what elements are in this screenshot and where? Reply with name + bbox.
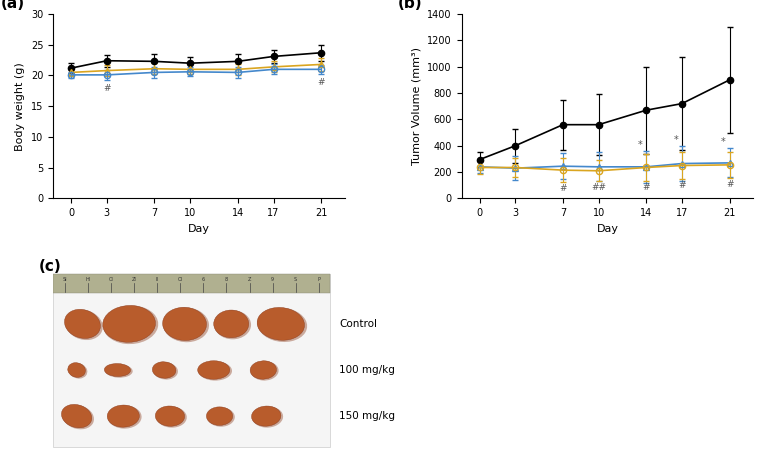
X-axis label: Day: Day [188, 224, 210, 234]
Text: (a): (a) [1, 0, 25, 11]
Text: #: # [726, 180, 734, 189]
Ellipse shape [163, 307, 206, 340]
Ellipse shape [152, 362, 176, 378]
Text: ##: ## [591, 184, 606, 192]
Text: Z: Z [248, 277, 251, 283]
Ellipse shape [215, 310, 251, 340]
Text: CI: CI [109, 277, 113, 283]
Text: *: * [673, 135, 678, 145]
Ellipse shape [199, 361, 232, 381]
Ellipse shape [108, 405, 142, 429]
Text: #: # [103, 84, 110, 93]
Ellipse shape [214, 310, 249, 338]
Text: 9: 9 [271, 277, 274, 283]
Y-axis label: Body weight (g): Body weight (g) [15, 62, 25, 151]
Ellipse shape [251, 361, 279, 381]
Ellipse shape [107, 405, 139, 427]
Ellipse shape [103, 305, 158, 344]
Ellipse shape [65, 309, 100, 339]
Y-axis label: Tumor Volume (mm³): Tumor Volume (mm³) [412, 47, 422, 165]
Text: S: S [294, 277, 298, 283]
Text: OI: OI [177, 277, 183, 283]
Ellipse shape [252, 406, 283, 428]
Ellipse shape [252, 406, 281, 426]
Ellipse shape [250, 361, 276, 379]
Text: #: # [642, 183, 650, 191]
Ellipse shape [65, 310, 103, 340]
Text: #: # [559, 184, 567, 193]
Ellipse shape [206, 407, 233, 425]
Ellipse shape [198, 361, 230, 379]
Text: 150 mg/kg: 150 mg/kg [339, 411, 395, 421]
Ellipse shape [104, 363, 131, 376]
Ellipse shape [103, 305, 155, 342]
Text: #: # [317, 78, 325, 87]
Text: 6: 6 [202, 277, 205, 283]
Text: *: * [721, 137, 726, 147]
Ellipse shape [62, 405, 94, 429]
Ellipse shape [68, 363, 88, 379]
Ellipse shape [62, 404, 92, 428]
Ellipse shape [257, 307, 304, 340]
X-axis label: Day: Day [597, 224, 619, 234]
Text: 8: 8 [225, 277, 228, 283]
Ellipse shape [257, 308, 307, 342]
Ellipse shape [163, 307, 209, 342]
Ellipse shape [105, 364, 132, 378]
Text: HI: HI [85, 277, 91, 283]
Text: *: * [638, 140, 642, 150]
Text: P: P [317, 277, 320, 283]
Text: 100 mg/kg: 100 mg/kg [339, 365, 395, 375]
Ellipse shape [207, 407, 235, 427]
Text: ZI: ZI [132, 277, 136, 283]
Ellipse shape [68, 363, 85, 377]
Text: #: # [678, 181, 686, 190]
Text: Control: Control [339, 319, 377, 329]
Ellipse shape [155, 406, 185, 426]
Ellipse shape [156, 406, 186, 428]
Bar [53, 274, 330, 292]
Text: (b): (b) [397, 0, 422, 11]
Text: (c): (c) [39, 259, 62, 274]
Ellipse shape [153, 362, 178, 380]
Text: II: II [156, 277, 159, 283]
Text: SI: SI [62, 277, 67, 283]
